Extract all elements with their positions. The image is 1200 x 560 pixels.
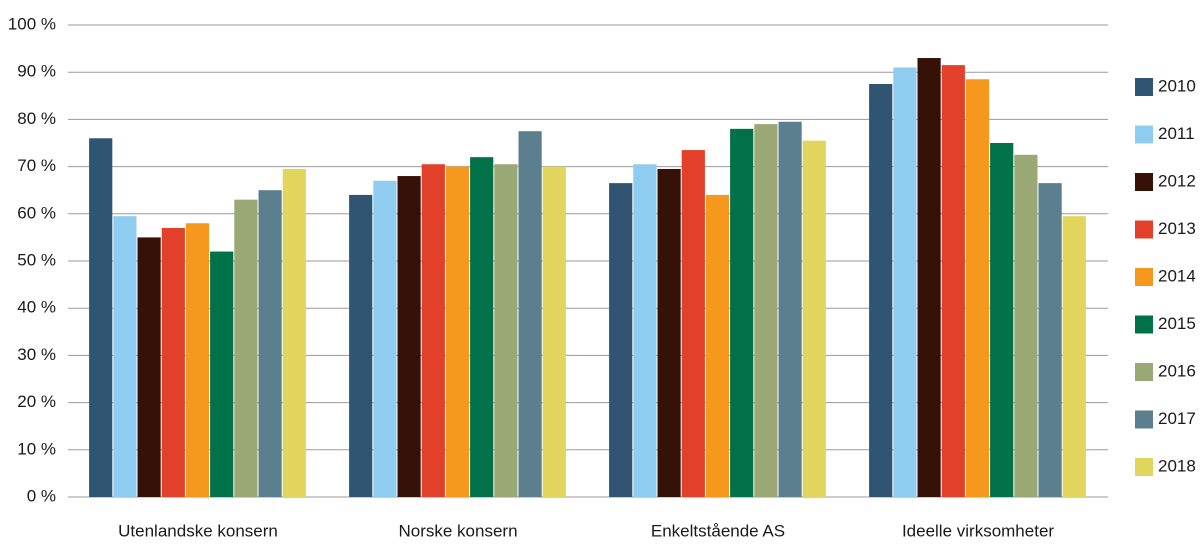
bar <box>518 131 542 497</box>
legend-label: 2012 <box>1158 171 1196 190</box>
y-tick-label: 40 % <box>17 298 56 317</box>
bar <box>470 157 494 497</box>
legend-label: 2011 <box>1158 124 1195 143</box>
bar <box>421 164 445 498</box>
legend-label: 2018 <box>1158 456 1196 475</box>
y-tick-label: 70 % <box>17 156 56 175</box>
bar <box>941 65 965 498</box>
bar <box>705 194 730 498</box>
bar <box>754 124 778 498</box>
bar <box>778 121 802 497</box>
bar <box>113 216 137 497</box>
bar <box>917 58 941 497</box>
legend-swatch <box>1135 268 1153 286</box>
legend-label: 2010 <box>1158 76 1196 95</box>
legend-swatch <box>1135 173 1153 191</box>
legend-swatch <box>1135 220 1153 239</box>
legend-label: 2016 <box>1158 361 1196 380</box>
bar <box>137 237 161 497</box>
bar <box>161 227 185 497</box>
legend-label: 2013 <box>1158 219 1196 238</box>
legend-label: 2017 <box>1158 409 1196 428</box>
bar <box>373 180 397 497</box>
bar <box>397 176 421 498</box>
legend-swatch <box>1135 315 1153 334</box>
bar <box>542 166 566 497</box>
bar <box>1062 216 1086 497</box>
bar <box>234 199 258 497</box>
y-tick-label: 60 % <box>17 203 56 222</box>
bar <box>893 67 917 497</box>
y-tick-label: 30 % <box>17 345 56 364</box>
bar <box>185 223 210 498</box>
bar <box>869 84 893 497</box>
legend-swatch <box>1135 78 1153 96</box>
y-tick-label: 20 % <box>17 392 56 411</box>
x-tick-label: Ideelle virksomheter <box>902 521 1054 540</box>
bar <box>990 143 1014 497</box>
bar <box>89 138 113 497</box>
bar <box>349 194 373 498</box>
y-tick-label: 10 % <box>17 439 56 458</box>
legend-swatch <box>1135 363 1153 381</box>
y-tick-label: 90 % <box>17 62 56 81</box>
bar <box>657 168 681 497</box>
bar <box>494 164 518 498</box>
bar <box>965 79 990 497</box>
bar <box>730 128 754 497</box>
y-tick-label: 80 % <box>17 109 56 128</box>
legend-swatch <box>1135 125 1153 144</box>
x-tick-label: Enkeltstående AS <box>651 521 785 540</box>
bar <box>681 150 705 497</box>
bar <box>210 251 234 497</box>
y-tick-label: 100 % <box>8 14 56 33</box>
x-tick-label: Norske konsern <box>398 521 517 540</box>
bar <box>633 164 657 498</box>
legend-label: 2015 <box>1158 314 1196 333</box>
bar <box>258 190 282 497</box>
y-tick-label: 50 % <box>17 250 56 269</box>
y-tick-label: 0 % <box>27 486 56 505</box>
x-tick-label: Utenlandske konsern <box>118 521 278 540</box>
bar <box>802 140 826 497</box>
bar <box>1038 183 1062 497</box>
bar <box>445 166 470 497</box>
bar <box>282 168 306 497</box>
legend-swatch <box>1135 458 1153 476</box>
legend-swatch <box>1135 410 1153 429</box>
legend-label: 2014 <box>1158 266 1196 285</box>
bar <box>1014 154 1038 498</box>
bar <box>609 183 633 497</box>
